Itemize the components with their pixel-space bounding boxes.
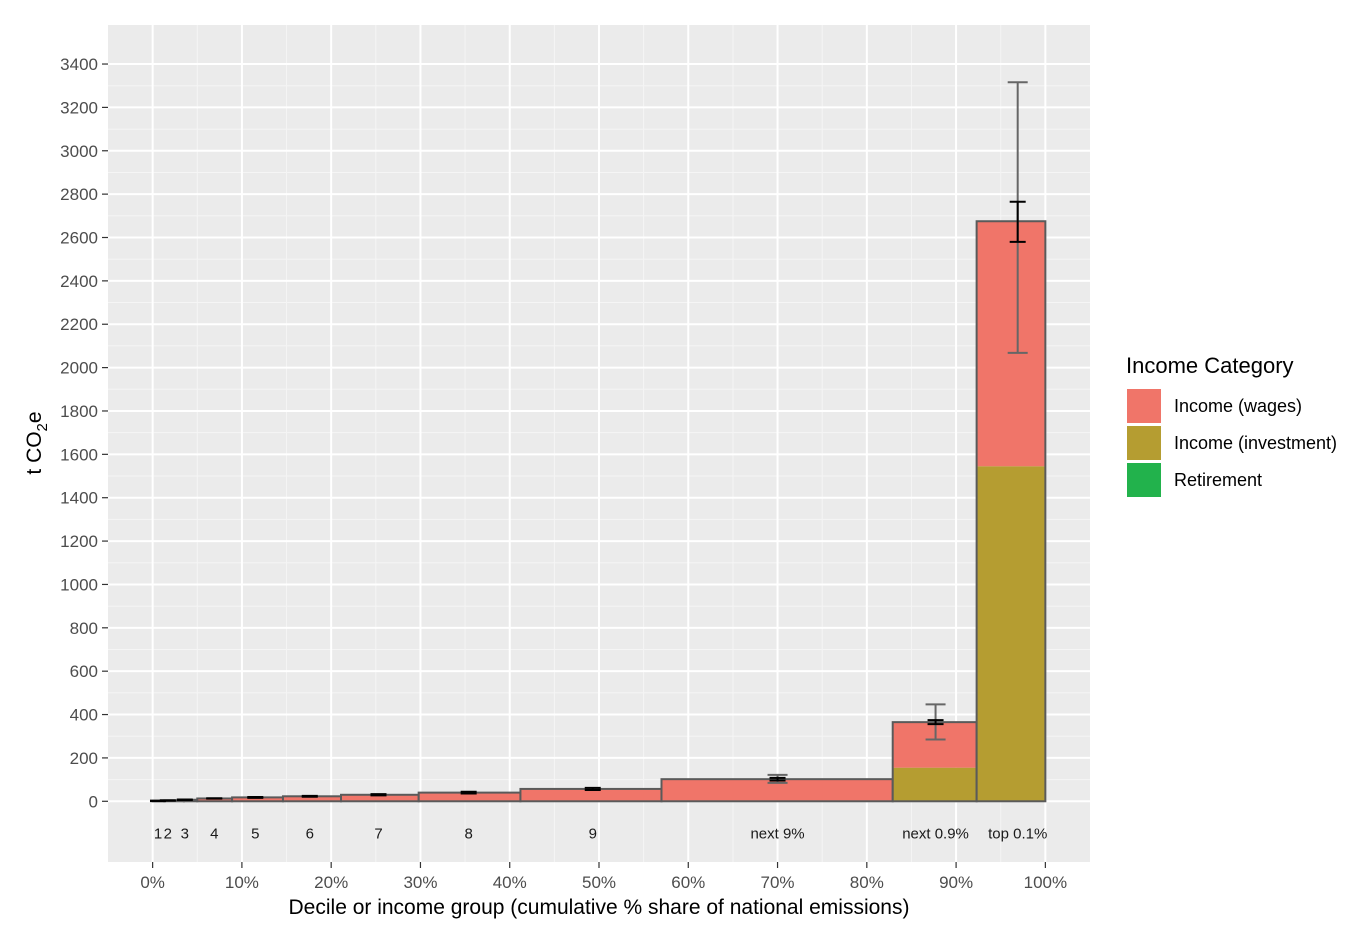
- legend-swatch: [1127, 389, 1161, 423]
- group-label: 9: [589, 825, 597, 842]
- x-tick-label: 90%: [939, 873, 973, 892]
- group-label: 7: [374, 825, 382, 842]
- group-label: 4: [210, 825, 218, 842]
- bar-segment-wages: [197, 798, 233, 802]
- bars: [151, 220, 1047, 803]
- y-tick-label: 3400: [60, 55, 98, 74]
- y-axis-title-tail: e: [23, 411, 46, 423]
- group-label: next 9%: [750, 825, 804, 842]
- group-labels: 1 2 3 4 5 6 7 8 9 next 9% next 0.9% top 0.1%: [154, 825, 1047, 842]
- y-tick-label: 2000: [60, 359, 98, 378]
- x-axis-title: Decile or income group (cumulative % sha…: [289, 896, 910, 919]
- x-tick-label: 40%: [493, 873, 527, 892]
- bar-segment-wages: [341, 794, 419, 802]
- y-tick-label: 200: [70, 749, 98, 768]
- group-label: 6: [306, 825, 314, 842]
- bar-segment-investment: [976, 466, 1046, 802]
- legend-swatch: [1127, 426, 1161, 460]
- bar-segment-wages: [232, 797, 283, 802]
- bar-segment-wages: [661, 779, 893, 802]
- bar-outline: [975, 220, 1047, 803]
- x-tick-label: 20%: [314, 873, 348, 892]
- x-tick-label: 80%: [850, 873, 884, 892]
- group-label: 3: [181, 825, 189, 842]
- y-tick-label: 2200: [60, 315, 98, 334]
- x-tick-label: 60%: [671, 873, 705, 892]
- x-tick-label: 30%: [403, 873, 437, 892]
- y-axis-title-subscript: 2: [34, 423, 51, 431]
- y-tick-label: 2600: [60, 229, 98, 248]
- y-tick-label: 3200: [60, 98, 98, 117]
- y-tick-label: 800: [70, 619, 98, 638]
- y-tick-label: 1200: [60, 532, 98, 551]
- y-tick-label: 2400: [60, 272, 98, 291]
- x-tick-label: 50%: [582, 873, 616, 892]
- y-axis-title: t CO2e: [23, 411, 51, 474]
- group-label: next 0.9%: [902, 825, 969, 842]
- group-label: 8: [464, 825, 472, 842]
- error-bars: [149, 81, 1028, 803]
- legend-label: Retirement: [1174, 470, 1262, 490]
- legend-title: Income Category: [1126, 353, 1294, 378]
- y-tick-label: 3000: [60, 142, 98, 161]
- legend: Income Category Income (wages) Income (in…: [1126, 353, 1337, 497]
- bar-segment-wages: [520, 788, 662, 802]
- legend-label: Income (investment): [1174, 433, 1337, 453]
- x-tick-label: 100%: [1024, 873, 1067, 892]
- bar-segment-wages: [282, 796, 342, 802]
- y-tick-label: 600: [70, 662, 98, 681]
- y-axis: 0 200 400 600 800 1000 1200 1400 1600 1800 2000 220…: [60, 55, 108, 811]
- x-tick-label: 10%: [225, 873, 259, 892]
- bar-segment-wages: [976, 221, 1046, 467]
- x-tick-label: 0%: [140, 873, 165, 892]
- bar-segment-investment: [892, 767, 977, 802]
- x-axis: 0% 10% 20% 30% 40% 50% 60% 70% 80% 90% 100%: [140, 862, 1067, 892]
- legend-swatch: [1127, 463, 1161, 497]
- bar-segment-wages: [418, 792, 521, 802]
- y-tick-label: 1400: [60, 489, 98, 508]
- y-axis-title-main: t CO: [23, 431, 46, 474]
- y-tick-label: 2800: [60, 185, 98, 204]
- legend-items: Income (wages) Income (investment) Retirem…: [1127, 389, 1337, 497]
- y-tick-label: 1000: [60, 575, 98, 594]
- y-tick-label: 1600: [60, 445, 98, 464]
- y-tick-label: 400: [70, 706, 98, 725]
- y-tick-label: 0: [89, 792, 98, 811]
- x-tick-label: 70%: [761, 873, 795, 892]
- group-label: 2: [164, 825, 172, 842]
- group-label: top 0.1%: [988, 825, 1047, 842]
- group-label: 5: [251, 825, 259, 842]
- legend-label: Income (wages): [1174, 396, 1302, 416]
- y-tick-label: 1800: [60, 402, 98, 421]
- group-label: 1: [154, 825, 162, 842]
